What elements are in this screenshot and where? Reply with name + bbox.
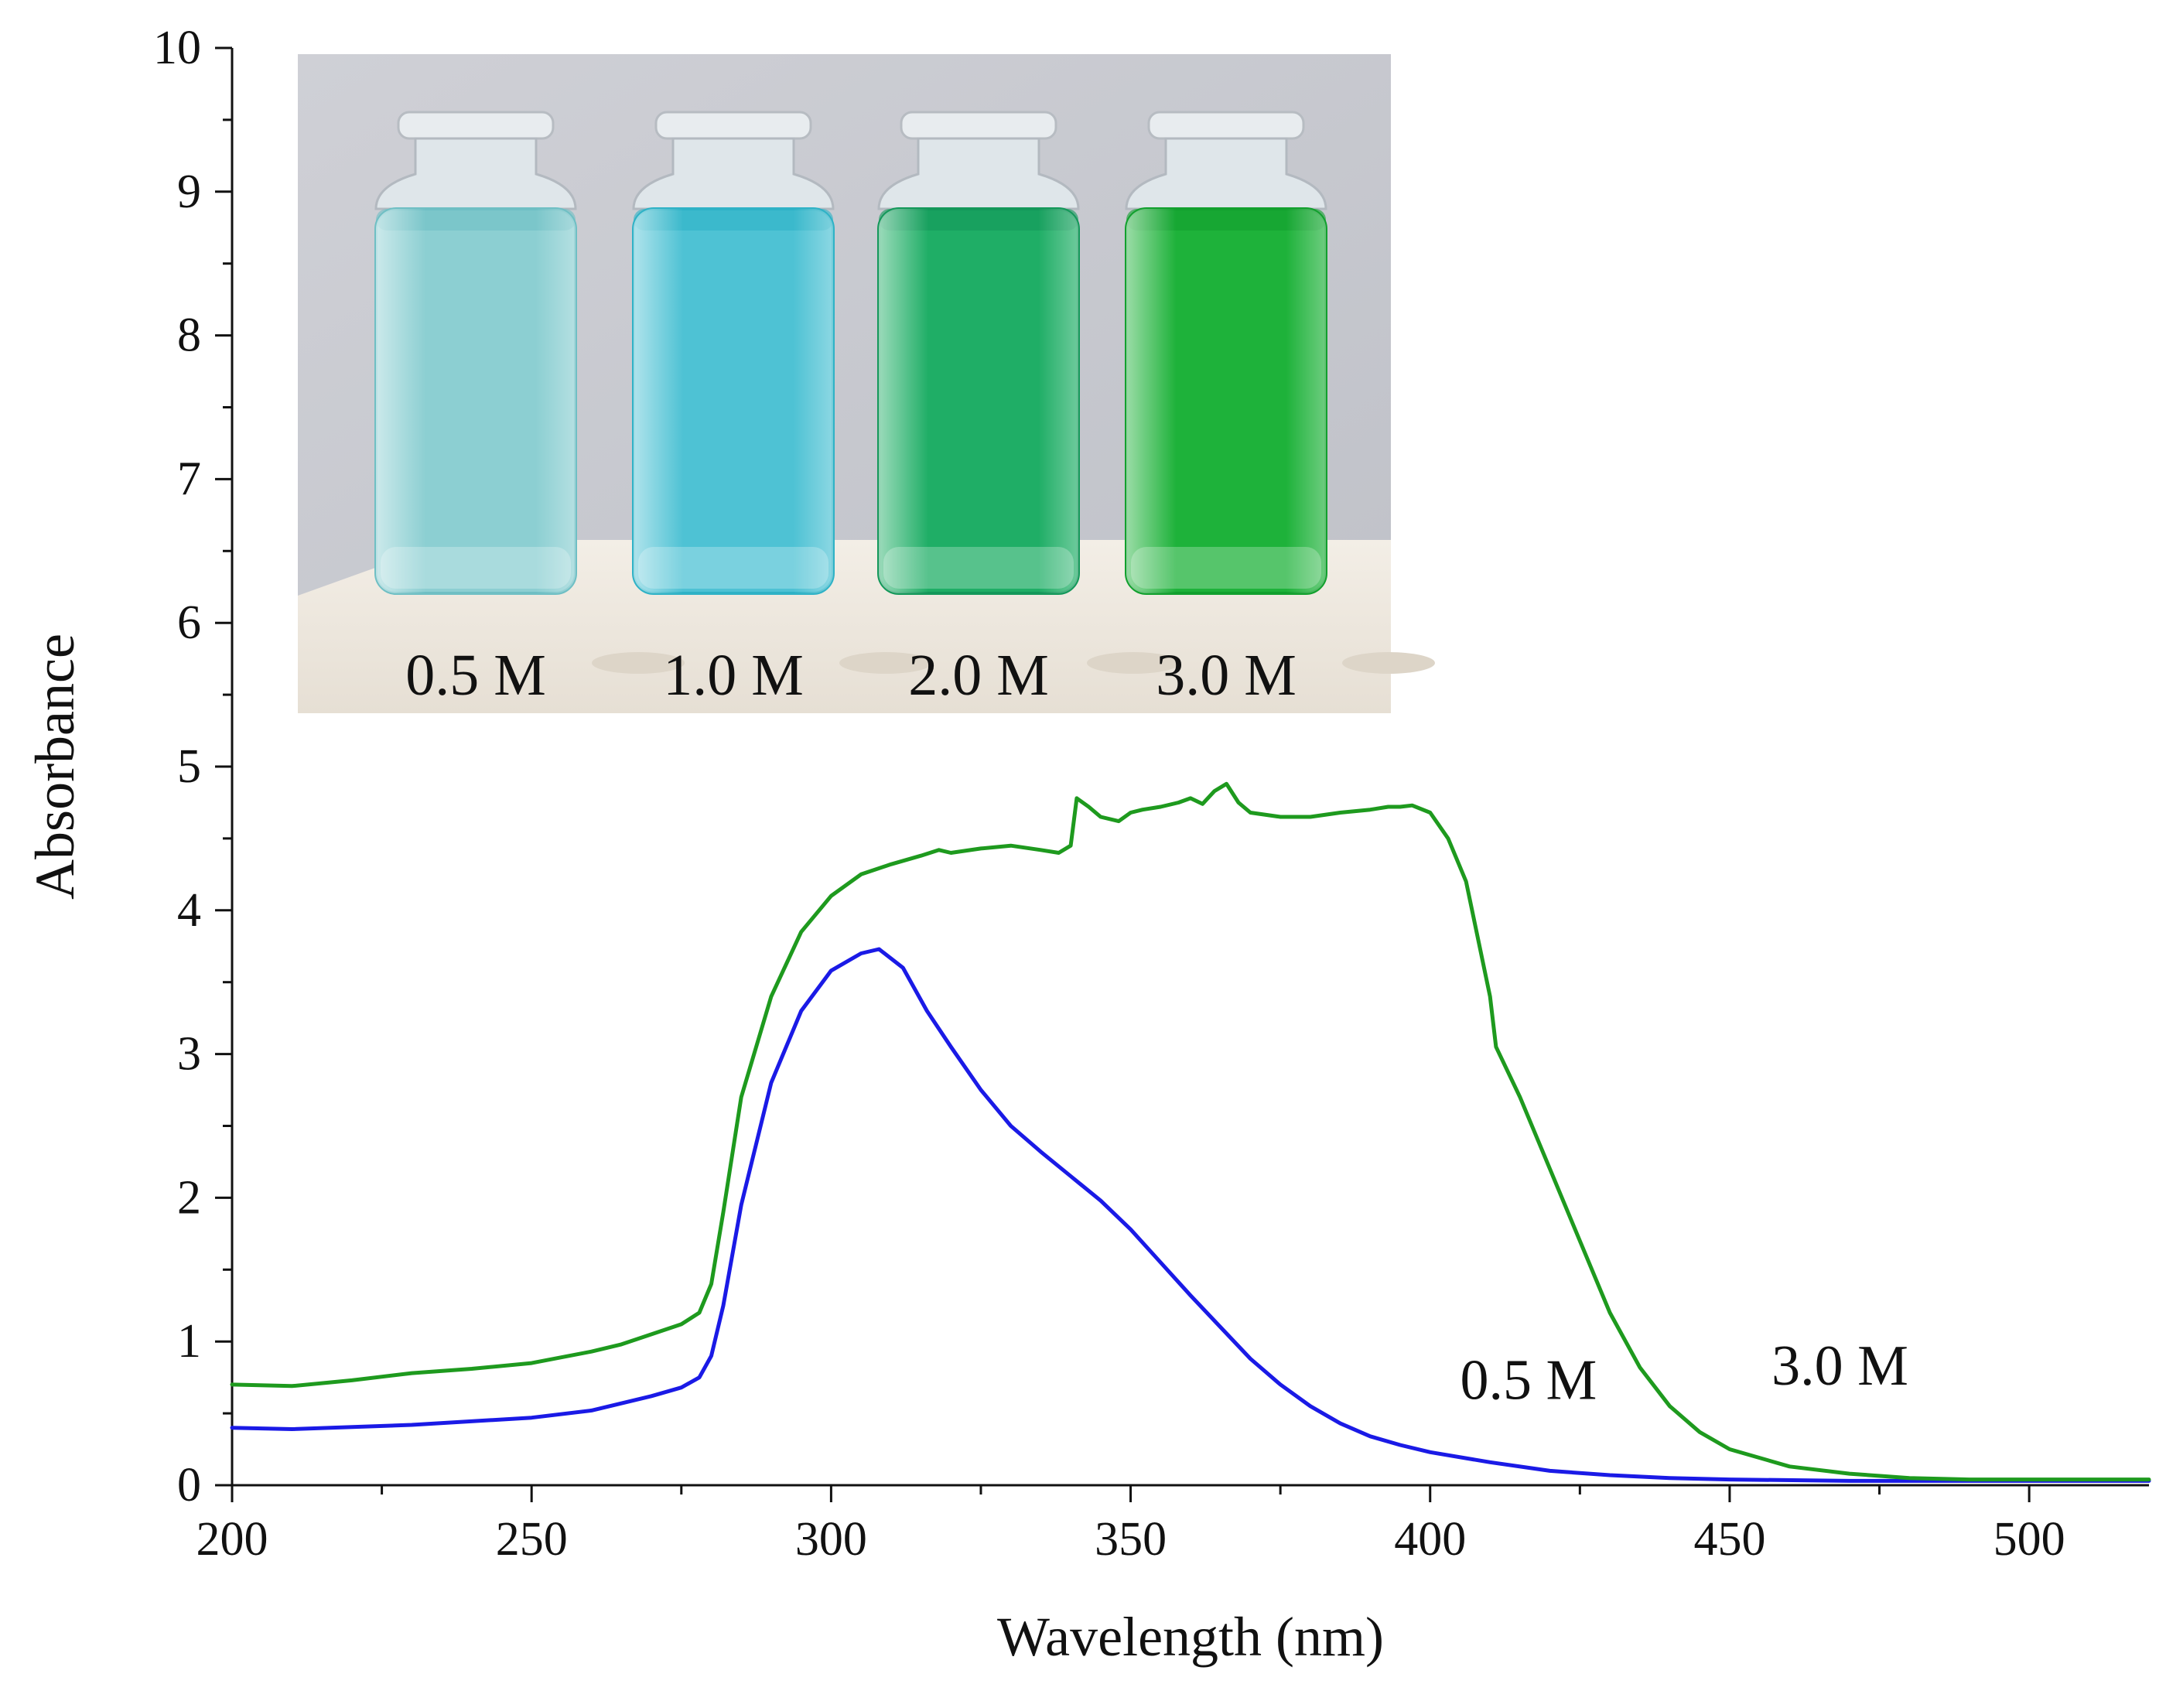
x-axis-title: Wavelength (nm) bbox=[997, 1606, 1384, 1668]
axes: 0 1 2 3 4 5 6 7 8 9 10 200 250 300 350 400 450 500 bbox=[153, 22, 2149, 1566]
vial-base bbox=[638, 547, 828, 589]
y-tick-label: 6 bbox=[177, 596, 201, 649]
vial-neck bbox=[877, 137, 1080, 210]
y-tick-label: 8 bbox=[177, 309, 201, 362]
vial-label: 2.0 M bbox=[908, 643, 1049, 708]
y-tick-label: 5 bbox=[177, 740, 201, 793]
vial-label: 0.5 M bbox=[405, 643, 546, 708]
vial bbox=[632, 111, 835, 595]
vial-neck bbox=[1125, 137, 1327, 210]
x-tick-label: 350 bbox=[1095, 1513, 1167, 1566]
rack-hole bbox=[1087, 652, 1180, 674]
vial-base bbox=[1131, 547, 1321, 589]
vial-label: 1.0 M bbox=[663, 643, 804, 708]
vial-lip bbox=[1147, 111, 1305, 140]
vial-glass-shine bbox=[376, 209, 576, 593]
x-tick-label: 250 bbox=[496, 1513, 568, 1566]
series-label: 0.5 M bbox=[1460, 1349, 1597, 1413]
series-line-3-0-m bbox=[230, 781, 2151, 1482]
y-tick-label: 4 bbox=[177, 884, 201, 937]
y-tick-label: 7 bbox=[177, 453, 201, 505]
vial-glass-shine bbox=[634, 209, 833, 593]
x-tick-label: 300 bbox=[795, 1513, 867, 1566]
x-tick-label: 500 bbox=[1993, 1513, 2065, 1566]
vial-glass-shine bbox=[1126, 209, 1326, 593]
series-line-0-5-m bbox=[230, 947, 2151, 1483]
vial-lip bbox=[397, 111, 555, 140]
x-tick-label: 450 bbox=[1693, 1513, 1765, 1566]
series-label: 3.0 M bbox=[1771, 1334, 1908, 1398]
y-axis-title: Absorbance bbox=[24, 634, 86, 900]
y-tick-label: 9 bbox=[177, 166, 201, 218]
vial-base bbox=[381, 547, 571, 589]
rack-hole bbox=[592, 652, 685, 674]
y-tick-label: 2 bbox=[177, 1171, 201, 1224]
y-tick-label: 10 bbox=[153, 22, 201, 74]
vial-glass-shine bbox=[879, 209, 1078, 593]
vial-lip bbox=[900, 111, 1057, 140]
curves: 0.5 M 3.0 M bbox=[230, 781, 2151, 1483]
vial-photo-inset: 0.5 M 1.0 M 2.0 M 3.0 M bbox=[298, 54, 1435, 713]
vial-label: 3.0 M bbox=[1156, 643, 1297, 708]
y-tick-label: 0 bbox=[177, 1459, 201, 1512]
vial-neck bbox=[374, 137, 577, 210]
x-tick-label: 200 bbox=[196, 1513, 268, 1566]
y-tick-label: 1 bbox=[177, 1315, 201, 1368]
rack-hole bbox=[839, 652, 932, 674]
vial-base bbox=[883, 547, 1074, 589]
x-tick-label: 400 bbox=[1394, 1513, 1466, 1566]
vial-lip bbox=[654, 111, 812, 140]
vial bbox=[877, 111, 1080, 595]
vial-neck bbox=[632, 137, 835, 210]
rack-hole bbox=[1342, 652, 1435, 674]
y-tick-label: 3 bbox=[177, 1028, 201, 1081]
vial bbox=[1125, 111, 1327, 595]
vial bbox=[374, 111, 577, 595]
